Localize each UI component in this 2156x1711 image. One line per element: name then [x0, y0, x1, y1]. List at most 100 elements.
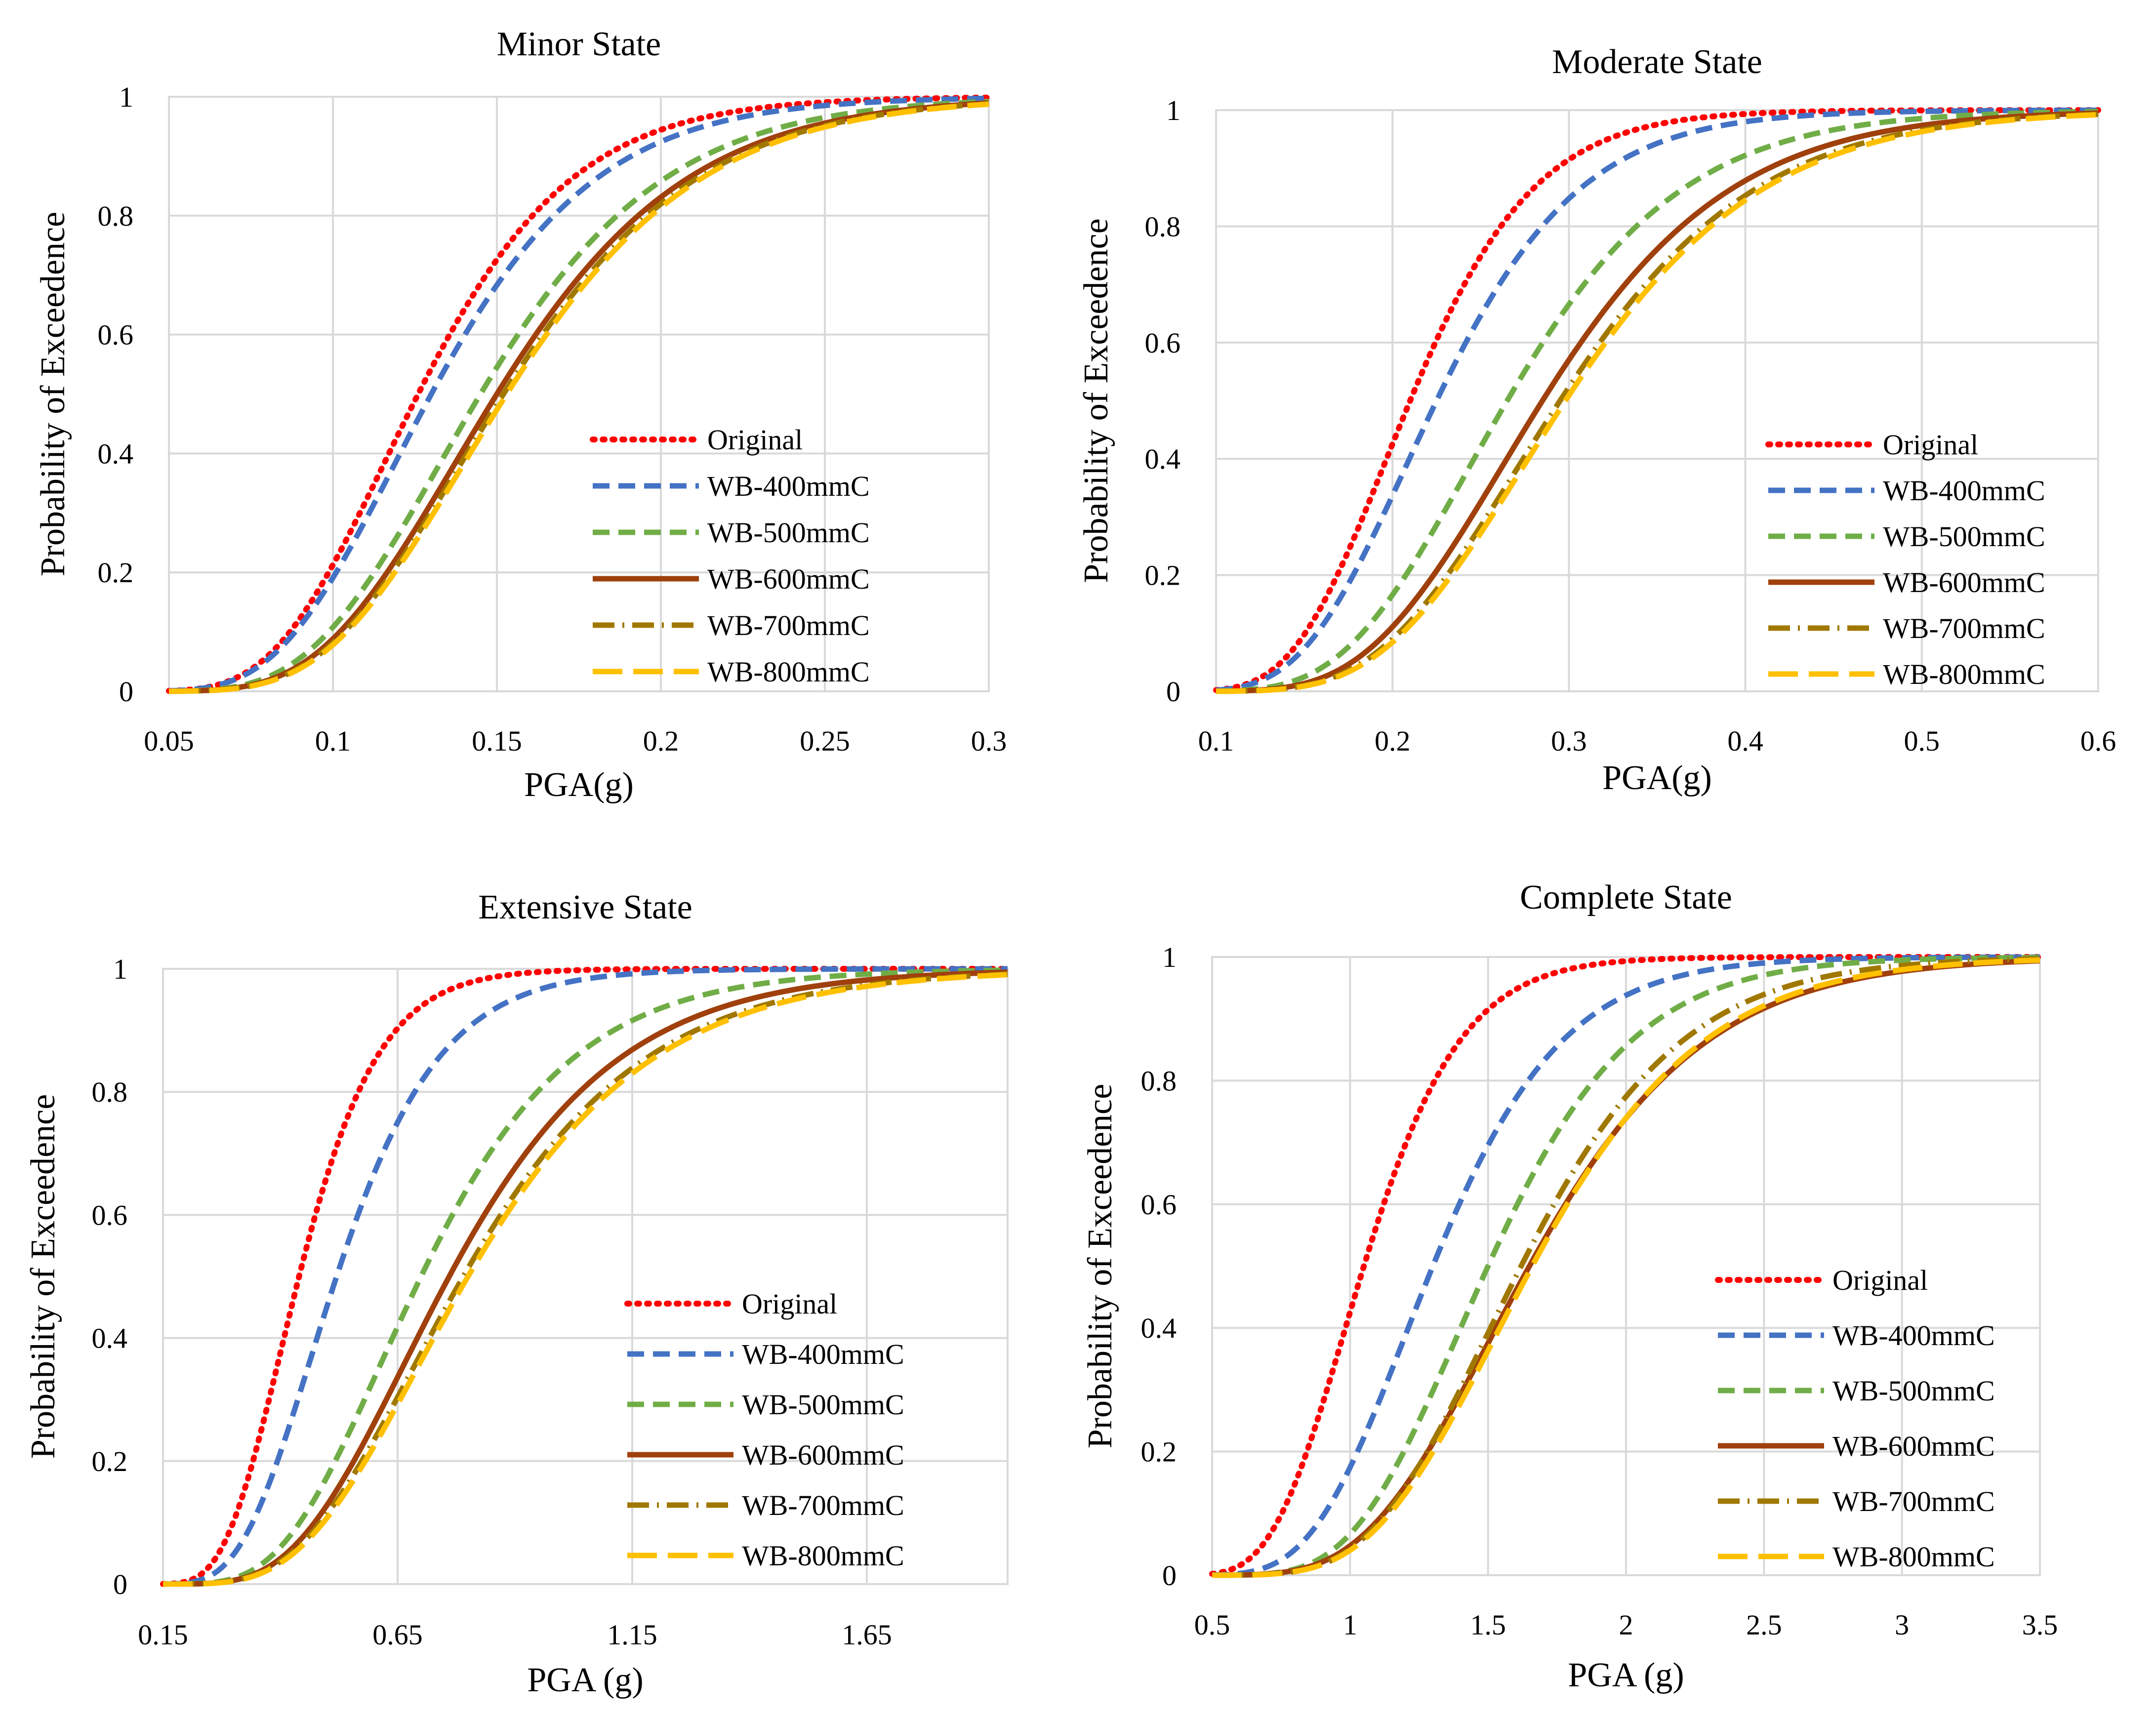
series-line-original: [1209, 954, 2043, 1577]
series-line-wb-500mmc: [163, 967, 1008, 1587]
legend: Original WB-400mmC WB-500mmC WB-600mmC WB-70…: [590, 424, 870, 688]
x-tick-label: 0.05: [144, 725, 194, 757]
y-tick-label: 1: [113, 953, 127, 985]
legend-label: WB-400mmC: [707, 470, 870, 502]
chart-title: Moderate State: [1552, 43, 1762, 81]
y-tick-label: 0.2: [98, 557, 134, 589]
x-tick-label: 3: [1895, 1609, 1909, 1641]
y-tick-label: 1: [1166, 94, 1180, 126]
x-tick-label: 0.3: [1551, 725, 1587, 757]
y-tick-label: 0.6: [1141, 1189, 1177, 1221]
x-tick-label: 0.5: [1904, 725, 1940, 757]
x-tick-label: 0.4: [1727, 725, 1763, 757]
x-tick-label: 2.5: [1746, 1609, 1782, 1641]
x-tick-label: 0.15: [138, 1619, 188, 1651]
y-tick-label: 0: [119, 676, 133, 708]
series-line-wb-800mmc: [1216, 112, 2099, 694]
series-line-wb-700mmc: [1216, 112, 2099, 694]
legend-label: WB-500mmC: [1883, 520, 2045, 553]
y-tick-label: 0.8: [92, 1076, 128, 1108]
y-tick-label: 0.8: [1141, 1065, 1177, 1097]
y-tick-label: 0.2: [1141, 1436, 1177, 1468]
series-line-wb-400mmc: [163, 966, 1008, 1587]
legend-label: WB-600mmC: [1832, 1430, 1995, 1462]
series-line-wb-400mmc: [168, 95, 989, 694]
y-tick-label: 0.6: [92, 1199, 128, 1231]
x-axis-label: PGA (g): [527, 1661, 643, 1699]
x-axis-label: PGA(g): [1602, 759, 1712, 797]
chart-panel-4: Complete State 0 0.2 0.4 0.6 0.8 1 0.5 1 1.5 2 2.5 3…: [1081, 878, 2058, 1694]
x-tick-label: 0.2: [643, 725, 679, 757]
series-line-original: [1213, 107, 2101, 693]
legend-label: Original: [707, 424, 803, 456]
legend-label: WB-400mmC: [1883, 475, 2045, 507]
y-axis-label: Probability of Exceedence: [1077, 218, 1115, 583]
x-tick-label: 0.1: [1198, 725, 1234, 757]
chart-title: Extensive State: [478, 888, 692, 926]
y-tick-label: 0.4: [1145, 443, 1181, 475]
chart-panel-1: Minor State 0 0.2 0.4 0.6 0.8 1 0.05 0.1 0.15 0.2 0…: [34, 25, 1007, 804]
x-tick-label: 0.25: [800, 725, 850, 757]
legend-label: WB-700mmC: [1832, 1485, 1995, 1517]
chart-title: Complete State: [1520, 878, 1732, 916]
x-tick-label: 0.1: [315, 725, 351, 757]
x-tick-label: 0.2: [1375, 725, 1411, 757]
y-tick-label: 0.4: [92, 1322, 128, 1354]
legend: Original WB-400mmC WB-500mmC WB-600mmC WB-70…: [624, 1288, 904, 1572]
legend-label: WB-500mmC: [1832, 1375, 1995, 1407]
series-line-wb-400mmc: [1212, 954, 2040, 1578]
y-tick-label: 1: [119, 81, 133, 113]
x-tick-label: 0.3: [971, 725, 1007, 757]
series-line-wb-600mmc: [169, 100, 989, 694]
x-tick-label: 1: [1343, 1609, 1357, 1641]
y-tick-label: 0.8: [98, 200, 134, 232]
y-tick-label: 0.4: [98, 438, 134, 470]
x-tick-label: 1.65: [842, 1619, 892, 1651]
legend-label: WB-700mmC: [742, 1489, 904, 1521]
legend-label: WB-600mmC: [707, 563, 870, 595]
series-line-wb-700mmc: [168, 101, 989, 694]
x-tick-label: 0.5: [1194, 1609, 1230, 1641]
series-line-wb-800mmc: [168, 101, 989, 694]
plot-area: [1215, 109, 2099, 692]
legend-label: Original: [1832, 1264, 1928, 1296]
x-tick-label: 2: [1619, 1609, 1633, 1641]
plot-area: [168, 96, 990, 692]
x-tick-label: 0.65: [372, 1619, 423, 1651]
y-tick-label: 0: [1166, 676, 1180, 708]
legend-label: WB-800mmC: [707, 656, 870, 688]
chart-title: Minor State: [497, 25, 661, 63]
legend-label: WB-800mmC: [1883, 658, 2045, 690]
legend-label: WB-700mmC: [1883, 612, 2045, 644]
series-line-wb-800mmc: [163, 972, 1008, 1587]
legend-label: Original: [742, 1288, 837, 1320]
chart-panel-2: Moderate State 0 0.2 0.4 0.6 0.8 1 0.1 0.2 0.3 0.4…: [1077, 43, 2116, 797]
y-tick-label: 0: [1162, 1559, 1177, 1592]
series-line-wb-500mmc: [168, 98, 989, 694]
legend: Original WB-400mmC WB-500mmC WB-600mmC WB-70…: [1715, 1264, 1995, 1573]
series-line-wb-700mmc: [1212, 956, 2040, 1578]
series-line-wb-800mmc: [1212, 957, 2040, 1578]
y-tick-label: 0.6: [1145, 327, 1181, 359]
y-axis-label: Probability of Exceedence: [24, 1094, 62, 1459]
plot-area: [1211, 956, 2041, 1576]
y-tick-label: 1: [1162, 941, 1177, 973]
series-line-wb-500mmc: [1216, 109, 2099, 694]
y-axis-label: Probability of Exceedence: [34, 212, 72, 577]
legend-label: WB-400mmC: [1832, 1319, 1995, 1352]
x-axis-label: PGA(g): [524, 766, 634, 804]
legend-label: WB-800mmC: [742, 1540, 904, 1572]
legend: Original WB-400mmC WB-500mmC WB-600mmC WB-70…: [1765, 429, 2045, 690]
y-tick-label: 0.2: [92, 1445, 128, 1477]
series-line-wb-600mmc: [1216, 110, 2099, 694]
y-tick-label: 0.6: [98, 319, 134, 351]
y-tick-label: 0.2: [1145, 559, 1181, 592]
y-tick-label: 0.8: [1145, 210, 1181, 242]
series-line-original: [160, 966, 1011, 1587]
legend-label: Original: [1883, 429, 1978, 461]
legend-label: WB-800mmC: [1832, 1541, 1995, 1573]
legend-label: WB-500mmC: [742, 1389, 904, 1421]
legend-label: WB-700mmC: [707, 609, 870, 641]
series-line-wb-500mmc: [1212, 955, 2040, 1578]
